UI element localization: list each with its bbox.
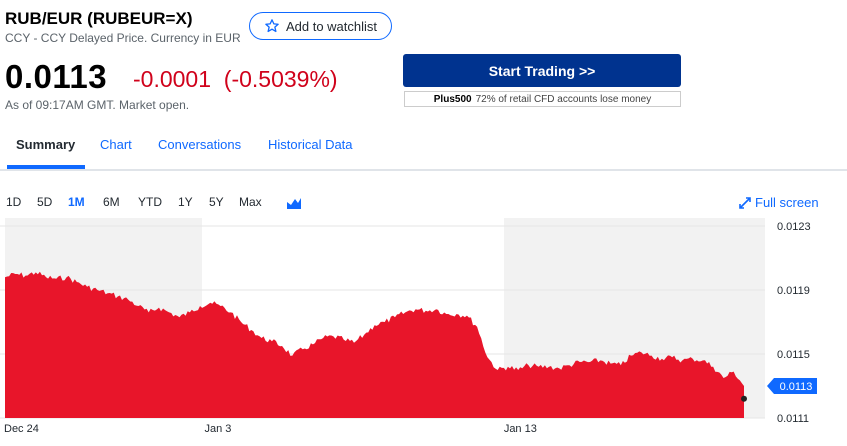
range-5d[interactable]: 5D: [37, 195, 53, 209]
watchlist-label: Add to watchlist: [285, 18, 378, 34]
tab-conversations[interactable]: Conversations: [158, 137, 242, 152]
market-status: As of 09:17AM GMT. Market open.: [5, 98, 190, 112]
price-area: [5, 271, 744, 418]
start-trading-button[interactable]: Start Trading >>: [403, 54, 681, 87]
price-chart[interactable]: 0.0123 0.0119 0.0115 0.0111 Dec 24 Jan 3 Jan …: [0, 218, 847, 446]
expand-icon: [739, 196, 751, 209]
ad-disclaimer-text: 72% of retail CFD accounts lose money: [475, 93, 652, 105]
range-1y[interactable]: 1Y: [178, 195, 193, 209]
quote-subtitle: CCY - CCY Delayed Price. Currency in EUR: [5, 31, 241, 45]
star-icon: [265, 19, 279, 33]
area-chart-icon[interactable]: [286, 196, 302, 210]
range-6m[interactable]: 6M: [103, 195, 120, 209]
x-tick-label: Jan 13: [504, 423, 537, 435]
quote-title: RUB/EUR (RUBEUR=X): [5, 9, 193, 28]
ad-brand: Plus500: [433, 93, 472, 105]
ad-disclaimer[interactable]: Plus500 72% of retail CFD accounts lose …: [404, 91, 681, 107]
last-price-dot: [741, 395, 747, 402]
tab-historical-data[interactable]: Historical Data: [268, 137, 353, 152]
active-tab-indicator: [7, 165, 85, 169]
x-tick-label: Dec 24: [4, 423, 39, 435]
y-tick-label: 0.0119: [777, 285, 810, 297]
range-1d[interactable]: 1D: [6, 195, 22, 209]
range-5y[interactable]: 5Y: [209, 195, 224, 209]
add-to-watchlist-button[interactable]: Add to watchlist: [249, 12, 392, 40]
y-tick-label: 0.0111: [777, 413, 809, 425]
full-screen-button[interactable]: Full screen: [739, 195, 819, 210]
y-tick-label: 0.0123: [777, 221, 811, 233]
price-change: -0.0001 (-0.5039%): [133, 66, 338, 92]
current-price-tag-text: 0.0113: [780, 381, 813, 393]
y-tick-label: 0.0115: [777, 349, 810, 361]
quote-tabs: Summary Chart Conversations Historical D…: [0, 131, 847, 171]
range-1m[interactable]: 1M: [68, 195, 85, 209]
tab-summary[interactable]: Summary: [16, 137, 76, 152]
current-price: 0.0113: [5, 58, 108, 95]
x-tick-label: Jan 3: [205, 423, 232, 435]
range-ytd[interactable]: YTD: [138, 195, 162, 209]
range-max[interactable]: Max: [239, 195, 262, 209]
current-price-tag: [767, 378, 817, 394]
tab-chart[interactable]: Chart: [100, 137, 132, 152]
full-screen-label: Full screen: [755, 195, 819, 210]
current-price-label: 0.0113: [767, 378, 817, 394]
